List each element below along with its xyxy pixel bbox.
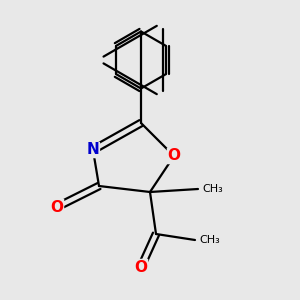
Text: CH₃: CH₃ (202, 184, 223, 194)
Text: CH₃: CH₃ (200, 235, 220, 245)
Text: O: O (167, 148, 181, 164)
Text: O: O (50, 200, 64, 214)
Text: O: O (134, 260, 148, 274)
Text: N: N (87, 142, 99, 158)
